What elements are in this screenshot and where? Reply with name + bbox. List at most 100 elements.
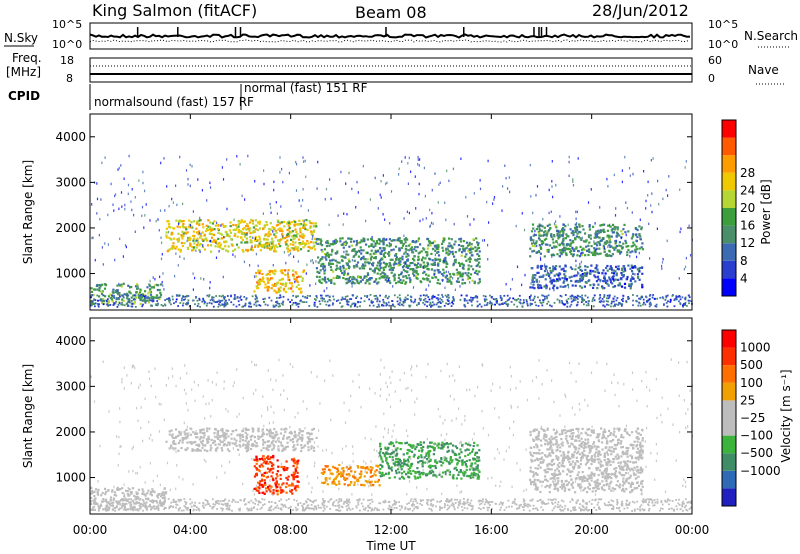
data-cell — [397, 280, 400, 283]
data-cell — [430, 268, 433, 271]
data-cell — [614, 246, 617, 249]
data-cell — [278, 238, 282, 242]
data-cell — [650, 304, 652, 306]
data-cell — [580, 301, 583, 303]
data-cell — [558, 231, 561, 234]
data-cell — [90, 496, 93, 500]
data-cell — [98, 303, 100, 306]
data-cell — [263, 238, 266, 241]
data-cell — [275, 477, 278, 480]
data-cell — [118, 501, 121, 504]
data-cell — [442, 268, 445, 271]
data-cell — [466, 302, 469, 304]
data-cell — [337, 299, 340, 302]
data-cell — [460, 275, 464, 278]
data-cell — [421, 460, 424, 463]
data-cell — [254, 445, 257, 448]
data-cell — [96, 197, 99, 201]
data-cell — [619, 252, 622, 255]
data-cell — [494, 303, 496, 306]
data-cell — [608, 238, 611, 241]
data-cell — [199, 219, 202, 222]
data-cell — [417, 457, 420, 460]
data-cell — [576, 210, 578, 214]
data-cell — [331, 480, 334, 484]
data-cell — [275, 481, 278, 484]
data-cell — [399, 465, 402, 468]
data-cell — [477, 456, 480, 459]
data-cell — [567, 223, 569, 227]
data-cell — [478, 265, 481, 268]
data-cell — [496, 299, 498, 302]
data-cell — [552, 267, 555, 271]
data-cell — [363, 276, 366, 279]
data-cell — [243, 232, 246, 235]
data-cell — [262, 461, 265, 464]
data-cell — [262, 438, 265, 441]
data-cell — [539, 246, 543, 249]
data-cell — [351, 248, 355, 251]
data-cell — [410, 464, 413, 468]
data-cell — [383, 453, 386, 456]
data-cell — [543, 270, 547, 273]
data-cell — [336, 275, 339, 278]
data-cell — [555, 220, 557, 223]
data-cell — [534, 233, 537, 237]
data-cell — [286, 244, 290, 247]
data-cell — [309, 247, 312, 250]
data-cell — [638, 297, 640, 300]
data-cell — [402, 264, 406, 268]
data-cell — [408, 305, 411, 308]
data-cell — [622, 228, 625, 231]
data-cell — [347, 272, 350, 275]
data-cell — [634, 250, 637, 254]
data-cell — [618, 282, 621, 285]
data-cell — [444, 470, 447, 473]
data-cell — [292, 446, 295, 449]
data-cell — [437, 298, 440, 301]
data-cell — [339, 302, 341, 304]
data-cell — [435, 303, 438, 306]
data-cell — [473, 441, 476, 444]
data-cell — [155, 219, 157, 223]
data-cell — [446, 469, 449, 472]
data-cell — [214, 224, 217, 227]
data-cell — [352, 265, 356, 268]
data-cell — [239, 445, 242, 448]
data-cell — [202, 436, 205, 439]
data-cell — [285, 460, 288, 463]
data-cell — [450, 238, 453, 241]
data-cell — [356, 295, 359, 298]
data-cell — [414, 448, 417, 451]
data-cell — [109, 293, 112, 296]
data-cell — [334, 268, 338, 271]
data-cell — [225, 429, 228, 432]
data-cell — [431, 188, 433, 192]
data-cell — [117, 289, 119, 292]
data-cell — [168, 433, 171, 436]
data-cell — [634, 273, 636, 276]
data-cell — [446, 248, 449, 251]
data-cell — [287, 484, 290, 487]
data-cell — [422, 271, 425, 275]
data-cell — [178, 226, 181, 229]
data-cell — [161, 491, 164, 494]
data-cell — [305, 301, 308, 303]
data-cell — [399, 257, 402, 260]
data-cell — [175, 294, 178, 296]
data-cell — [126, 508, 130, 511]
data-cell — [192, 449, 195, 452]
data-cell — [422, 294, 425, 297]
data-cell — [544, 298, 546, 300]
data-cell — [407, 182, 409, 185]
data-cell — [167, 230, 170, 234]
data-cell — [495, 298, 497, 301]
data-cell — [151, 300, 154, 303]
data-cell — [344, 256, 347, 259]
data-cell — [156, 300, 159, 302]
data-cell — [289, 438, 293, 442]
data-cell — [290, 473, 293, 477]
data-cell — [101, 491, 104, 495]
data-cell — [286, 273, 290, 276]
data-cell — [408, 211, 410, 215]
